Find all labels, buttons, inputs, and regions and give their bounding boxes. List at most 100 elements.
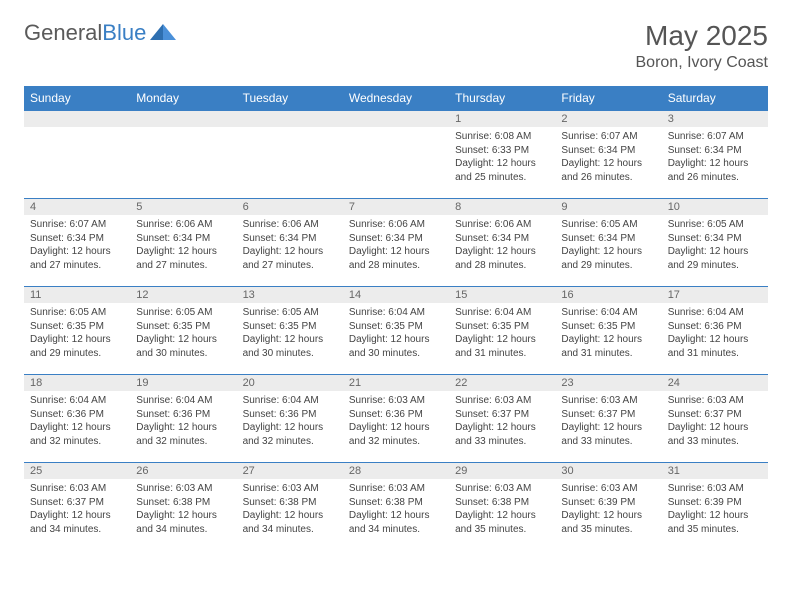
calendar-day-cell: 11Sunrise: 6:05 AMSunset: 6:35 PMDayligh… [24,287,130,375]
day-body [24,127,130,134]
day-number: 22 [449,375,555,391]
sunset-line: Sunset: 6:36 PM [136,408,230,422]
sunset-line: Sunset: 6:34 PM [668,232,762,246]
daylight-line: Daylight: 12 hours and 31 minutes. [561,333,655,360]
calendar-day-cell: 19Sunrise: 6:04 AMSunset: 6:36 PMDayligh… [130,375,236,463]
sunset-line: Sunset: 6:38 PM [349,496,443,510]
sunrise-line: Sunrise: 6:03 AM [668,394,762,408]
sunrise-line: Sunrise: 6:06 AM [455,218,549,232]
sunrise-line: Sunrise: 6:03 AM [349,482,443,496]
daylight-line: Daylight: 12 hours and 33 minutes. [668,421,762,448]
day-body: Sunrise: 6:03 AMSunset: 6:39 PMDaylight:… [555,479,661,540]
day-body: Sunrise: 6:07 AMSunset: 6:34 PMDaylight:… [662,127,768,188]
calendar-week-row: 18Sunrise: 6:04 AMSunset: 6:36 PMDayligh… [24,375,768,463]
sunset-line: Sunset: 6:34 PM [668,144,762,158]
daylight-line: Daylight: 12 hours and 35 minutes. [668,509,762,536]
calendar-week-row: 11Sunrise: 6:05 AMSunset: 6:35 PMDayligh… [24,287,768,375]
day-number: 2 [555,111,661,127]
daylight-line: Daylight: 12 hours and 27 minutes. [30,245,124,272]
day-body: Sunrise: 6:04 AMSunset: 6:35 PMDaylight:… [343,303,449,364]
daylight-line: Daylight: 12 hours and 28 minutes. [349,245,443,272]
calendar-day-cell: 2Sunrise: 6:07 AMSunset: 6:34 PMDaylight… [555,111,661,199]
daylight-line: Daylight: 12 hours and 30 minutes. [136,333,230,360]
daylight-line: Daylight: 12 hours and 33 minutes. [455,421,549,448]
sunrise-line: Sunrise: 6:03 AM [136,482,230,496]
day-body: Sunrise: 6:05 AMSunset: 6:34 PMDaylight:… [662,215,768,276]
header: GeneralBlue May 2025 Boron, Ivory Coast [24,20,768,72]
day-body: Sunrise: 6:03 AMSunset: 6:37 PMDaylight:… [449,391,555,452]
calendar-day-cell: 31Sunrise: 6:03 AMSunset: 6:39 PMDayligh… [662,463,768,551]
day-number: 26 [130,463,236,479]
day-body: Sunrise: 6:04 AMSunset: 6:36 PMDaylight:… [130,391,236,452]
daylight-line: Daylight: 12 hours and 28 minutes. [455,245,549,272]
sunset-line: Sunset: 6:34 PM [30,232,124,246]
day-number: 28 [343,463,449,479]
sunrise-line: Sunrise: 6:03 AM [455,482,549,496]
calendar-day-cell: 21Sunrise: 6:03 AMSunset: 6:36 PMDayligh… [343,375,449,463]
sunrise-line: Sunrise: 6:06 AM [243,218,337,232]
day-body: Sunrise: 6:05 AMSunset: 6:34 PMDaylight:… [555,215,661,276]
day-number: 20 [237,375,343,391]
logo-mark-icon [150,20,176,46]
daylight-line: Daylight: 12 hours and 35 minutes. [455,509,549,536]
day-body: Sunrise: 6:03 AMSunset: 6:38 PMDaylight:… [237,479,343,540]
sunset-line: Sunset: 6:36 PM [349,408,443,422]
day-number: 11 [24,287,130,303]
calendar-day-cell: 22Sunrise: 6:03 AMSunset: 6:37 PMDayligh… [449,375,555,463]
sunset-line: Sunset: 6:35 PM [136,320,230,334]
sunrise-line: Sunrise: 6:07 AM [668,130,762,144]
day-number: 12 [130,287,236,303]
sunset-line: Sunset: 6:38 PM [455,496,549,510]
sunrise-line: Sunrise: 6:06 AM [136,218,230,232]
daylight-line: Daylight: 12 hours and 30 minutes. [243,333,337,360]
calendar-day-cell: 28 Sunrise: 6:03 AMSunset: 6:38 PMDayligh… [343,463,449,551]
calendar-day-cell [130,111,236,199]
calendar-table: SundayMondayTuesdayWednesdayThursdayFrid… [24,86,768,551]
calendar-body: 1Sunrise: 6:08 AMSunset: 6:33 PMDaylight… [24,111,768,551]
brand-part2: Blue [102,20,146,46]
calendar-day-cell: 18Sunrise: 6:04 AMSunset: 6:36 PMDayligh… [24,375,130,463]
daylight-line: Daylight: 12 hours and 34 minutes. [349,509,443,536]
brand-part1: General [24,20,102,46]
sunrise-line: Sunrise: 6:05 AM [668,218,762,232]
day-body: Sunrise: 6:04 AMSunset: 6:36 PMDaylight:… [237,391,343,452]
sunset-line: Sunset: 6:35 PM [349,320,443,334]
sunrise-line: Sunrise: 6:05 AM [243,306,337,320]
daylight-line: Daylight: 12 hours and 31 minutes. [455,333,549,360]
day-body: Sunrise: 6:06 AMSunset: 6:34 PMDaylight:… [449,215,555,276]
day-number: 30 [555,463,661,479]
calendar-week-row: 4Sunrise: 6:07 AMSunset: 6:34 PMDaylight… [24,199,768,287]
day-number: 5 [130,199,236,215]
sunrise-line: Sunrise: 6:05 AM [30,306,124,320]
day-body: Sunrise: 6:03 AMSunset: 6:39 PMDaylight:… [662,479,768,540]
sunset-line: Sunset: 6:33 PM [455,144,549,158]
day-number: 7 [343,199,449,215]
day-body: Sunrise: 6:03 AMSunset: 6:37 PMDaylight:… [24,479,130,540]
calendar-day-cell: 29Sunrise: 6:03 AMSunset: 6:38 PMDayligh… [449,463,555,551]
daylight-line: Daylight: 12 hours and 33 minutes. [561,421,655,448]
sunset-line: Sunset: 6:37 PM [30,496,124,510]
day-number: 4 [24,199,130,215]
sunset-line: Sunset: 6:34 PM [349,232,443,246]
daylight-line: Daylight: 12 hours and 31 minutes. [668,333,762,360]
sunrise-line: Sunrise: 6:04 AM [349,306,443,320]
day-number: 15 [449,287,555,303]
sunrise-line: Sunrise: 6:08 AM [455,130,549,144]
calendar-day-cell: 17Sunrise: 6:04 AMSunset: 6:36 PMDayligh… [662,287,768,375]
calendar-day-cell: 30Sunrise: 6:03 AMSunset: 6:39 PMDayligh… [555,463,661,551]
day-body: Sunrise: 6:03 AMSunset: 6:38 PMDaylight:… [130,479,236,540]
sunrise-line: Sunrise: 6:07 AM [30,218,124,232]
calendar-day-cell [237,111,343,199]
calendar-day-cell [343,111,449,199]
sunset-line: Sunset: 6:35 PM [455,320,549,334]
sunrise-line: Sunrise: 6:03 AM [455,394,549,408]
day-number: 27 [237,463,343,479]
title-block: May 2025 Boron, Ivory Coast [636,20,769,72]
day-number: 19 [130,375,236,391]
day-body: Sunrise: 6:04 AMSunset: 6:36 PMDaylight:… [24,391,130,452]
calendar-day-cell: 3Sunrise: 6:07 AMSunset: 6:34 PMDaylight… [662,111,768,199]
sunrise-line: Sunrise: 6:04 AM [243,394,337,408]
calendar-day-cell: 9Sunrise: 6:05 AMSunset: 6:34 PMDaylight… [555,199,661,287]
day-body [130,127,236,134]
day-number [237,111,343,127]
